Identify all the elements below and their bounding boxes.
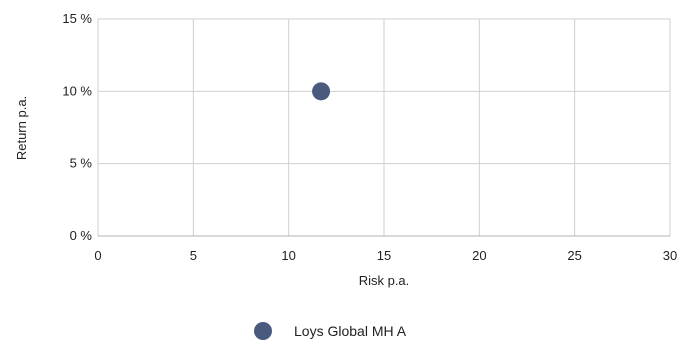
y-tick-label: 15 % [62, 11, 92, 26]
y-axis-title: Return p.a. [14, 96, 29, 160]
x-axis-title: Risk p.a. [359, 273, 410, 288]
data-points [312, 82, 331, 101]
legend-item: Loys Global MH A [254, 322, 407, 340]
y-tick-label: 0 % [70, 228, 93, 243]
x-tick-label: 15 [377, 248, 391, 263]
x-tick-label: 25 [567, 248, 581, 263]
x-tick-label: 5 [190, 248, 197, 263]
data-point [312, 82, 331, 101]
legend-marker [254, 322, 272, 340]
legend: Loys Global MH A [254, 322, 407, 340]
legend-label: Loys Global MH A [294, 323, 407, 339]
x-tick-label: 0 [94, 248, 101, 263]
y-tick-label: 10 % [62, 83, 92, 98]
x-tick-label: 30 [663, 248, 677, 263]
y-tick-label: 5 % [70, 156, 93, 171]
x-tick-labels: 0 5 10 15 20 25 30 [94, 248, 677, 263]
x-tick-label: 10 [281, 248, 295, 263]
x-tick-label: 20 [472, 248, 486, 263]
y-tick-labels: 0 % 5 % 10 % 15 % [62, 11, 92, 243]
grid [97, 18, 671, 237]
